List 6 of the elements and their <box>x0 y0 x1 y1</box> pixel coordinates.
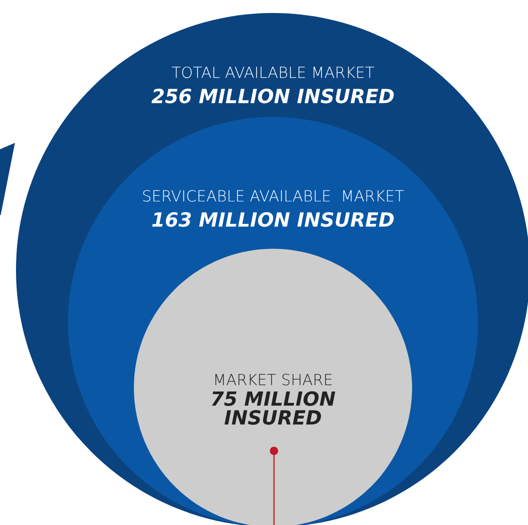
category-label: SERVICEABLE AVAILABLE MARKET <box>143 190 404 202</box>
data-label: 163 MILLION INSURED <box>152 212 394 227</box>
data-label: 256 MILLION INSURED <box>152 88 394 104</box>
category-label: MARKET SHARE <box>215 374 332 386</box>
data-label: 75 MILLION INSURED <box>212 391 336 425</box>
category-label: TOTAL AVAILABLE MARKET <box>172 66 374 78</box>
